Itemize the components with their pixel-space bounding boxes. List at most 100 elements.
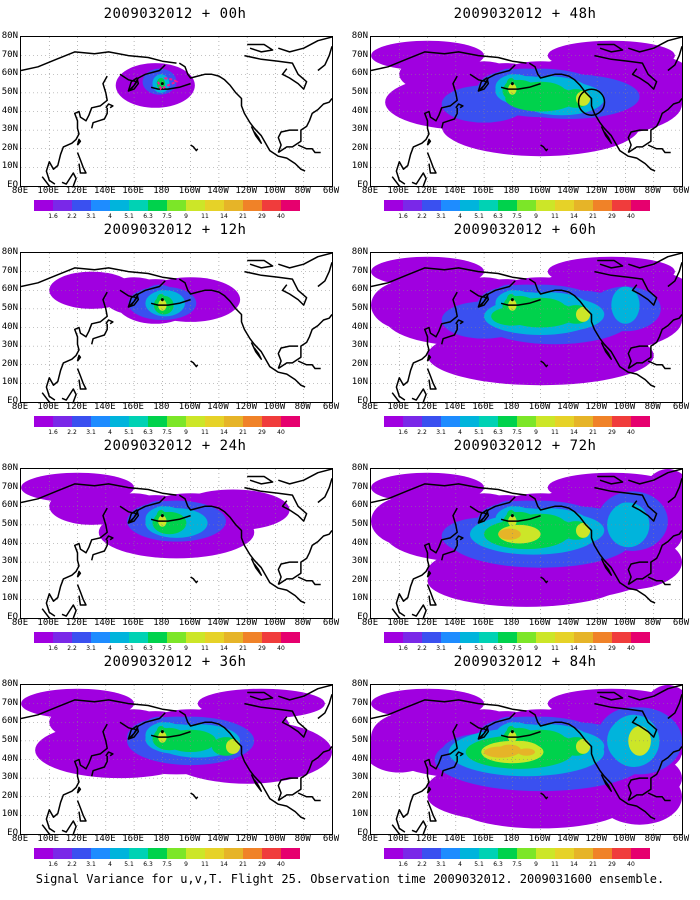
coastline bbox=[628, 469, 682, 485]
coastline bbox=[600, 558, 613, 576]
latitude-label: 80N bbox=[1, 31, 18, 41]
latitude-label: 20N bbox=[351, 358, 368, 369]
coastline bbox=[627, 98, 682, 154]
coastline bbox=[426, 570, 432, 578]
colorbar-swatch bbox=[167, 632, 186, 643]
coastline bbox=[45, 75, 108, 185]
colorbar-label: 7.5 bbox=[162, 861, 172, 868]
coastline bbox=[455, 535, 464, 541]
coastline bbox=[627, 129, 649, 153]
colorbar-swatch bbox=[243, 632, 262, 643]
colorbar-label: 11 bbox=[201, 645, 209, 652]
colorbar-label: 5.1 bbox=[124, 645, 134, 652]
coastline bbox=[278, 685, 332, 701]
map-panel: 2009032012 + 60h 80N 70N 60N 50N 40N 30N 20N 10N… bbox=[350, 216, 700, 441]
coastline bbox=[426, 138, 432, 146]
colorbar-swatch bbox=[53, 848, 72, 859]
colorbar-swatch bbox=[460, 848, 479, 859]
longitude-label: 80W bbox=[644, 402, 661, 412]
colorbar-swatch bbox=[205, 632, 224, 643]
colorbar-label: 1.6 bbox=[398, 429, 408, 436]
colorbar-label: 3.1 bbox=[436, 213, 446, 220]
colorbar-label: 6.3 bbox=[143, 861, 153, 868]
latitude-label: EQ bbox=[357, 180, 368, 190]
coastline bbox=[105, 319, 114, 325]
colorbar-swatch bbox=[262, 632, 281, 643]
latitude-label: 10N bbox=[1, 161, 18, 172]
colorbar-swatch bbox=[243, 848, 262, 859]
colorbar-swatch bbox=[612, 200, 631, 211]
colorbar-label: 1.6 bbox=[398, 861, 408, 868]
coastline bbox=[597, 43, 624, 53]
colorbar-swatch bbox=[555, 416, 574, 427]
colorbar-label: 4 bbox=[458, 429, 462, 436]
colorbar-label: 40 bbox=[277, 429, 285, 436]
coastline bbox=[127, 509, 140, 524]
coastline bbox=[21, 699, 177, 720]
latitude-label: 80N bbox=[351, 463, 368, 473]
panel-title: 2009032012 + 60h bbox=[453, 222, 597, 238]
map-area bbox=[370, 468, 683, 619]
colorbar-label: 7.5 bbox=[512, 213, 522, 220]
coastline bbox=[105, 751, 114, 757]
colorbar-label: 11 bbox=[551, 213, 559, 220]
colorbar-label: 4 bbox=[108, 861, 112, 868]
variance-contour bbox=[427, 554, 626, 607]
colorbar-swatch bbox=[555, 200, 574, 211]
variance-contour bbox=[607, 502, 650, 548]
colorbar-swatch bbox=[224, 848, 243, 859]
colorbar-label: 4 bbox=[458, 861, 462, 868]
colorbar-label: 3.1 bbox=[86, 213, 96, 220]
latitude-label: EQ bbox=[357, 612, 368, 622]
colorbar-swatch bbox=[167, 200, 186, 211]
coastline bbox=[127, 725, 140, 740]
colorbar-label: 3.1 bbox=[86, 429, 96, 436]
colorbar-label: 5.1 bbox=[124, 861, 134, 868]
observation-point bbox=[160, 82, 164, 86]
longitude-label: 140E bbox=[443, 618, 466, 628]
colorbar-label: 5.1 bbox=[474, 429, 484, 436]
variance-contour bbox=[575, 523, 591, 538]
colorbar-label: 40 bbox=[277, 861, 285, 868]
colorbar-swatch bbox=[243, 200, 262, 211]
latitude-label: 50N bbox=[1, 86, 18, 97]
map-plot bbox=[21, 253, 332, 402]
coastline bbox=[76, 584, 87, 606]
coastline bbox=[76, 354, 82, 362]
latitude-label: 30N bbox=[1, 124, 18, 135]
observation-point bbox=[160, 514, 164, 518]
coastline bbox=[500, 82, 541, 90]
colorbar-label: 21 bbox=[239, 645, 247, 652]
latitude-label: 40N bbox=[351, 321, 368, 332]
colorbar-swatch bbox=[517, 416, 536, 427]
latitude-label: 80N bbox=[1, 463, 18, 473]
latitude-label: 70N bbox=[351, 481, 368, 492]
colorbar-label: 1.6 bbox=[398, 213, 408, 220]
coastline bbox=[41, 392, 51, 402]
longitude-label: 160E bbox=[472, 186, 494, 196]
colorbar-label: 6.3 bbox=[493, 861, 503, 868]
coastline bbox=[627, 561, 649, 585]
longitude-label: 160W bbox=[528, 186, 551, 196]
colorbar-swatch bbox=[536, 416, 555, 427]
latitude-label: 40N bbox=[1, 537, 18, 548]
colorbar-label: 4 bbox=[108, 213, 112, 220]
longitude-label: 140E bbox=[443, 186, 466, 196]
colorbar-label: 29 bbox=[258, 429, 266, 436]
colorbar-swatch bbox=[91, 200, 110, 211]
map-area bbox=[20, 36, 333, 187]
longitude-label: 100W bbox=[613, 186, 636, 196]
map-panel: 2009032012 + 24h 80N 70N 60N 50N 40N 30N 20N 10N… bbox=[0, 432, 350, 657]
coastline bbox=[597, 475, 624, 485]
colorbar-swatch bbox=[167, 416, 186, 427]
colorbar-label: 7.5 bbox=[512, 429, 522, 436]
coastline bbox=[627, 530, 682, 586]
colorbar-swatch bbox=[593, 200, 612, 211]
colorbar-swatch bbox=[422, 200, 441, 211]
coastline bbox=[411, 388, 427, 402]
longitude-label: 100W bbox=[263, 834, 286, 844]
colorbar-label: 5.1 bbox=[474, 645, 484, 652]
longitude-label: 80W bbox=[644, 618, 661, 628]
colorbar-label: 40 bbox=[627, 429, 635, 436]
coastline bbox=[247, 691, 274, 701]
